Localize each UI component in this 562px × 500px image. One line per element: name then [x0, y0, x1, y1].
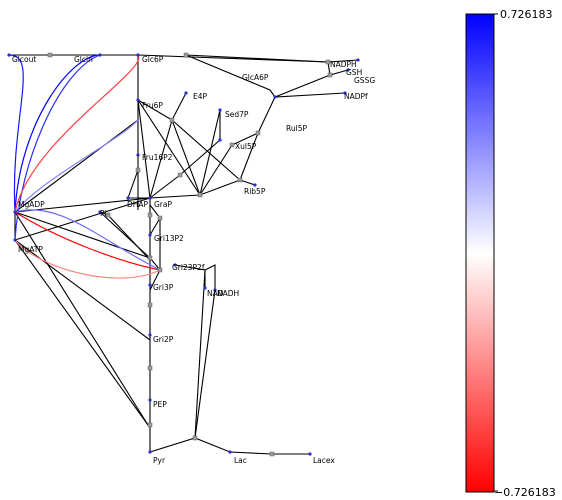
metabolite-node	[228, 450, 232, 454]
label-glcout: Glcout	[12, 55, 36, 64]
metabolite-node	[218, 108, 222, 112]
reaction-node	[135, 167, 141, 173]
colored-edge	[14, 239, 161, 279]
metabolite-node	[126, 196, 130, 200]
metabolite-node	[148, 283, 152, 287]
label-gri2p: Gri2P	[153, 335, 174, 344]
reaction-edges	[9, 54, 359, 455]
metabolite-node	[148, 233, 152, 237]
label-gssg: GSSG	[354, 76, 375, 85]
label-gri13p2: Gri13P2	[154, 234, 184, 243]
label-gri3p: Gri3P	[153, 283, 174, 292]
reaction-node	[169, 117, 175, 123]
metabolite-node	[253, 183, 257, 187]
label-rib5p: Rib5P	[244, 187, 266, 196]
label-rul5p: Rul5P	[286, 124, 307, 133]
metabolite-node	[13, 210, 17, 214]
label-nadph: NADPH	[330, 60, 357, 69]
reaction-node	[47, 52, 53, 58]
colorbar-gradient	[465, 13, 495, 493]
reaction-node	[229, 142, 235, 148]
reaction-node	[147, 255, 153, 261]
label-mgatp: MgATP	[18, 245, 43, 254]
label-pi: Pi	[100, 209, 106, 218]
label-lacex: Lacex	[313, 456, 335, 465]
reaction-node	[147, 302, 153, 308]
label-mgadp: MgADP	[18, 200, 45, 209]
reaction-node	[269, 451, 275, 457]
colored-edge	[14, 54, 101, 241]
colored-edges	[8, 54, 161, 279]
metabolite-node	[184, 91, 188, 95]
colored-edge	[14, 119, 139, 213]
reaction-node	[192, 435, 198, 441]
metabolite-node	[203, 286, 207, 290]
label-gsh: GSH	[346, 68, 362, 77]
label-gri23p2f: Gri23P2f	[172, 263, 205, 272]
metabolite-node	[7, 53, 11, 57]
label-e4p: E4P	[193, 92, 208, 101]
label-grap: GraP	[154, 200, 172, 209]
label-nad: NAD	[207, 289, 224, 298]
colorbar-min-label: −0.726183	[494, 486, 556, 499]
reaction-node	[157, 267, 163, 273]
metabolite-node	[346, 68, 350, 72]
colorbar-max-label: 0.726183	[500, 8, 553, 21]
reaction-node	[183, 52, 189, 58]
metabolite-node	[98, 53, 102, 57]
metabolite-node	[148, 196, 152, 200]
metabolite-node	[13, 238, 17, 242]
metabolite-node	[218, 138, 222, 142]
label-glc6p: Glc6P	[142, 55, 164, 64]
colored-edge	[8, 54, 24, 213]
metabolite-node	[136, 153, 140, 157]
metabolite-node	[148, 450, 152, 454]
label-nadh: NADH	[217, 289, 239, 298]
reaction-node	[197, 192, 203, 198]
label-fru16p2: Fru16P2	[142, 153, 173, 162]
metabolite-node	[308, 452, 312, 456]
colored-edge	[14, 54, 101, 213]
colored-edge	[14, 211, 161, 271]
label-glcin: Glcin	[74, 55, 93, 64]
reaction-node	[177, 172, 183, 178]
reaction-node	[237, 177, 243, 183]
label-lac: Lac	[234, 456, 247, 465]
colorbar: 0.726183 −0.726183	[465, 8, 556, 499]
metabolite-node	[356, 58, 360, 62]
metabolite-node	[273, 95, 277, 99]
reaction-node	[105, 212, 111, 218]
label-pyr: Pyr	[153, 456, 166, 465]
metabolite-node	[213, 288, 217, 292]
metabolite-node	[148, 333, 152, 337]
label-nadp: NADPf	[344, 92, 368, 101]
reaction-node	[147, 422, 153, 428]
label-fru6p: Fru6P	[142, 101, 163, 110]
reaction-node	[255, 130, 261, 136]
metabolite-node	[98, 210, 102, 214]
colored-edge	[14, 209, 161, 271]
label-pep: PEP	[153, 400, 167, 409]
reaction-node	[327, 72, 333, 78]
label-sed7p: Sed7P	[225, 110, 249, 119]
label-glca6p: GlcA6P	[242, 73, 269, 82]
label-dhap: DHAP	[127, 200, 149, 209]
reaction-node	[147, 365, 153, 371]
metabolite-node	[173, 263, 177, 267]
nodes	[7, 52, 360, 457]
node-labels: Glcout Glcin Glc6P GlcA6P NADPH GSH GSSG…	[12, 55, 375, 465]
label-xul5p: Xul5P	[235, 142, 257, 151]
reaction-node	[157, 215, 163, 221]
colored-edge	[14, 54, 140, 213]
metabolite-node	[343, 91, 347, 95]
reaction-node	[325, 59, 331, 65]
metabolite-node	[148, 398, 152, 402]
metabolite-node	[136, 53, 140, 57]
metabolite-node	[136, 98, 140, 102]
reaction-node	[147, 212, 153, 218]
